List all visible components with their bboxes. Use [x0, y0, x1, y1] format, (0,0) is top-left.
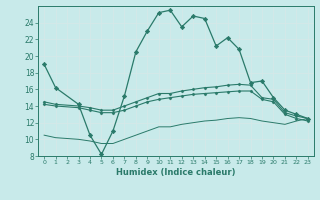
X-axis label: Humidex (Indice chaleur): Humidex (Indice chaleur)	[116, 168, 236, 177]
